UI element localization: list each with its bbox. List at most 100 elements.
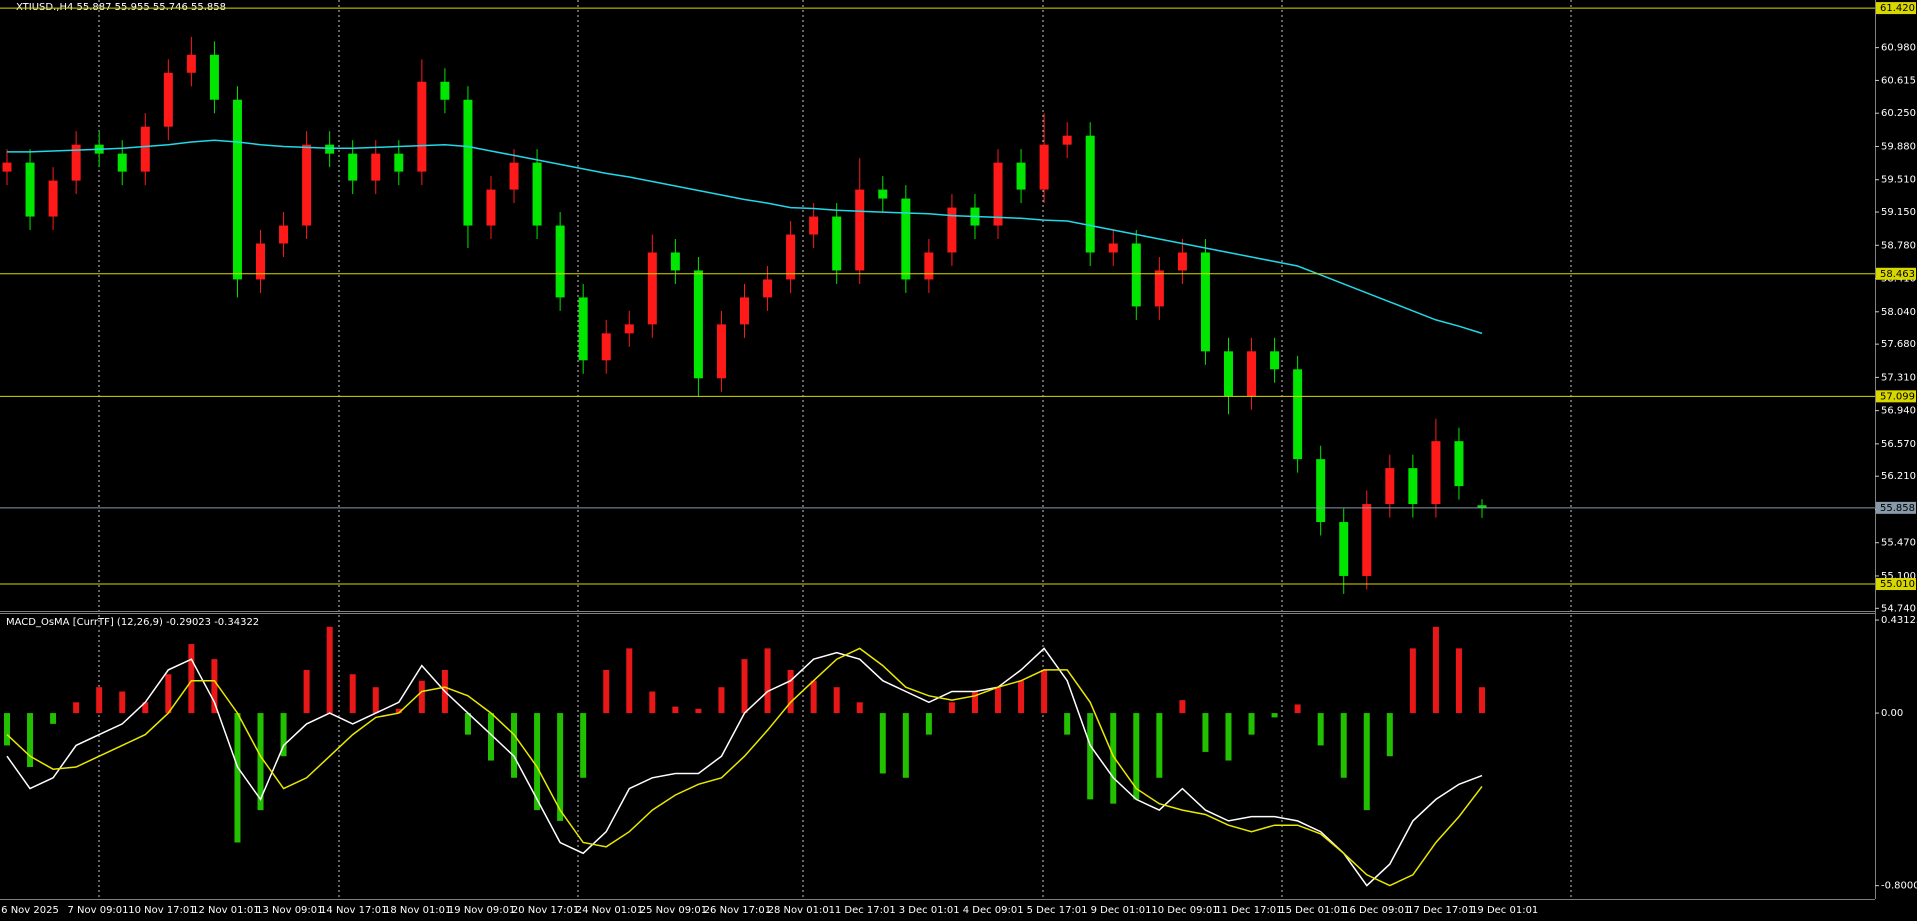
indicator-line: [6, 647, 1483, 887]
histogram-bar: [856, 702, 863, 714]
histogram-bar: [1386, 713, 1393, 757]
histogram-bar: [1455, 648, 1462, 714]
histogram-bar: [303, 669, 310, 714]
histogram-bar: [810, 680, 817, 714]
histogram-bar: [1202, 713, 1209, 752]
histogram-bar: [718, 687, 725, 714]
x-tick-label: 13 Nov 09:01: [256, 905, 323, 916]
candle-body: [924, 252, 934, 280]
histogram-bar: [27, 713, 34, 767]
y-tick-label: 60.980: [1881, 43, 1916, 54]
candle-body: [740, 297, 749, 325]
x-tick-label: 5 Dec 17:01: [1027, 905, 1088, 916]
histogram-bar: [695, 708, 702, 714]
x-tick-label: 4 Dec 09:01: [963, 905, 1024, 916]
candle-body: [1154, 270, 1164, 307]
histogram-bar: [672, 706, 679, 714]
x-tick-label: 3 Dec 01:01: [899, 905, 960, 916]
indicator-title: MACD_OsMA [CurrTF] (12,26,9) -0.29023 -0…: [6, 617, 259, 628]
y-tick-label: 56.570: [1881, 439, 1916, 450]
y-tick-label: 55.470: [1881, 538, 1916, 549]
candle-body: [371, 153, 381, 181]
histogram-bar: [557, 713, 564, 821]
x-tick-label: 11 Dec 17:01: [1215, 905, 1282, 916]
candle-body: [647, 252, 657, 325]
histogram-bar: [1087, 713, 1094, 800]
histogram-bar: [603, 669, 610, 714]
histogram-bar: [1133, 713, 1140, 800]
y-tick-label: 59.510: [1881, 175, 1916, 186]
histogram-bar: [1225, 713, 1232, 761]
y-tick-label: 55.100: [1881, 571, 1916, 582]
candle-body: [1477, 505, 1487, 508]
y-tick-label: 59.880: [1881, 141, 1916, 152]
candle-body: [901, 198, 911, 280]
candle-body: [578, 297, 588, 361]
candle-body: [417, 81, 427, 172]
level-label-box: [1876, 390, 1916, 403]
histogram-bar: [464, 713, 471, 735]
histogram-bar: [165, 674, 172, 714]
histogram-bar: [764, 648, 771, 714]
candle-body: [993, 162, 1003, 226]
histogram-bar: [1340, 713, 1347, 778]
candle-body: [1108, 243, 1118, 253]
level-label-box: [1876, 267, 1916, 280]
histogram-bar: [349, 674, 356, 714]
candle-body: [947, 207, 957, 253]
histogram-bar: [787, 669, 794, 714]
level-label: 58.463: [1880, 269, 1915, 280]
histogram-bar: [1479, 687, 1485, 714]
histogram-bar: [1432, 626, 1439, 714]
y-tick-label: 0.43123: [1881, 615, 1917, 626]
candle-body: [716, 324, 726, 379]
candle-body: [786, 234, 796, 280]
histogram-bar: [142, 702, 149, 714]
histogram-bar: [487, 713, 494, 761]
candle-body: [1431, 441, 1441, 505]
x-tick-label: 17 Dec 17:01: [1407, 905, 1474, 916]
candle-body: [140, 126, 150, 172]
histogram-bar: [580, 713, 587, 778]
histogram-bar: [902, 713, 909, 778]
x-tick-label: 25 Nov 09:01: [640, 905, 707, 916]
histogram-bar: [511, 713, 518, 778]
level-label: 55.010: [1880, 579, 1915, 590]
histogram-bar: [418, 680, 425, 714]
candle-body: [256, 243, 266, 280]
candle-body: [855, 189, 865, 271]
candle-body: [325, 144, 335, 154]
y-tick-label: 59.150: [1881, 207, 1916, 218]
histogram-bar: [833, 687, 840, 714]
candle-body: [117, 153, 127, 172]
candle-body: [1016, 162, 1026, 190]
histogram-bar: [1317, 713, 1324, 746]
x-tick-label: 16 Dec 09:01: [1343, 905, 1410, 916]
histogram-bar: [948, 702, 955, 714]
x-tick-label: 10 Nov 17:01: [128, 905, 195, 916]
candle-body: [1131, 243, 1141, 307]
candle-body: [832, 216, 842, 271]
histogram-bar: [649, 691, 656, 714]
histogram-bar: [1110, 713, 1117, 804]
candle-body: [71, 144, 81, 181]
candle-body: [2, 162, 12, 172]
histogram-bar: [534, 713, 541, 811]
indicator-line: [7, 139, 1483, 335]
level-label: 61.420: [1880, 3, 1915, 14]
x-tick-label: 19 Dec 01:01: [1471, 905, 1538, 916]
y-tick-label: 57.310: [1881, 372, 1916, 383]
candle-body: [1177, 252, 1187, 271]
y-tick-label: -0.80007: [1881, 881, 1917, 892]
candle-body: [693, 270, 703, 379]
histogram-bar: [1018, 680, 1025, 714]
candle-body: [1039, 144, 1049, 190]
histogram-bar: [995, 687, 1002, 714]
histogram-bar: [1248, 713, 1255, 735]
candle-body: [25, 162, 35, 217]
histogram-bar: [234, 713, 241, 843]
histogram-bar: [4, 713, 10, 746]
y-tick-label: 57.680: [1881, 339, 1916, 350]
histogram-bar: [257, 713, 264, 811]
